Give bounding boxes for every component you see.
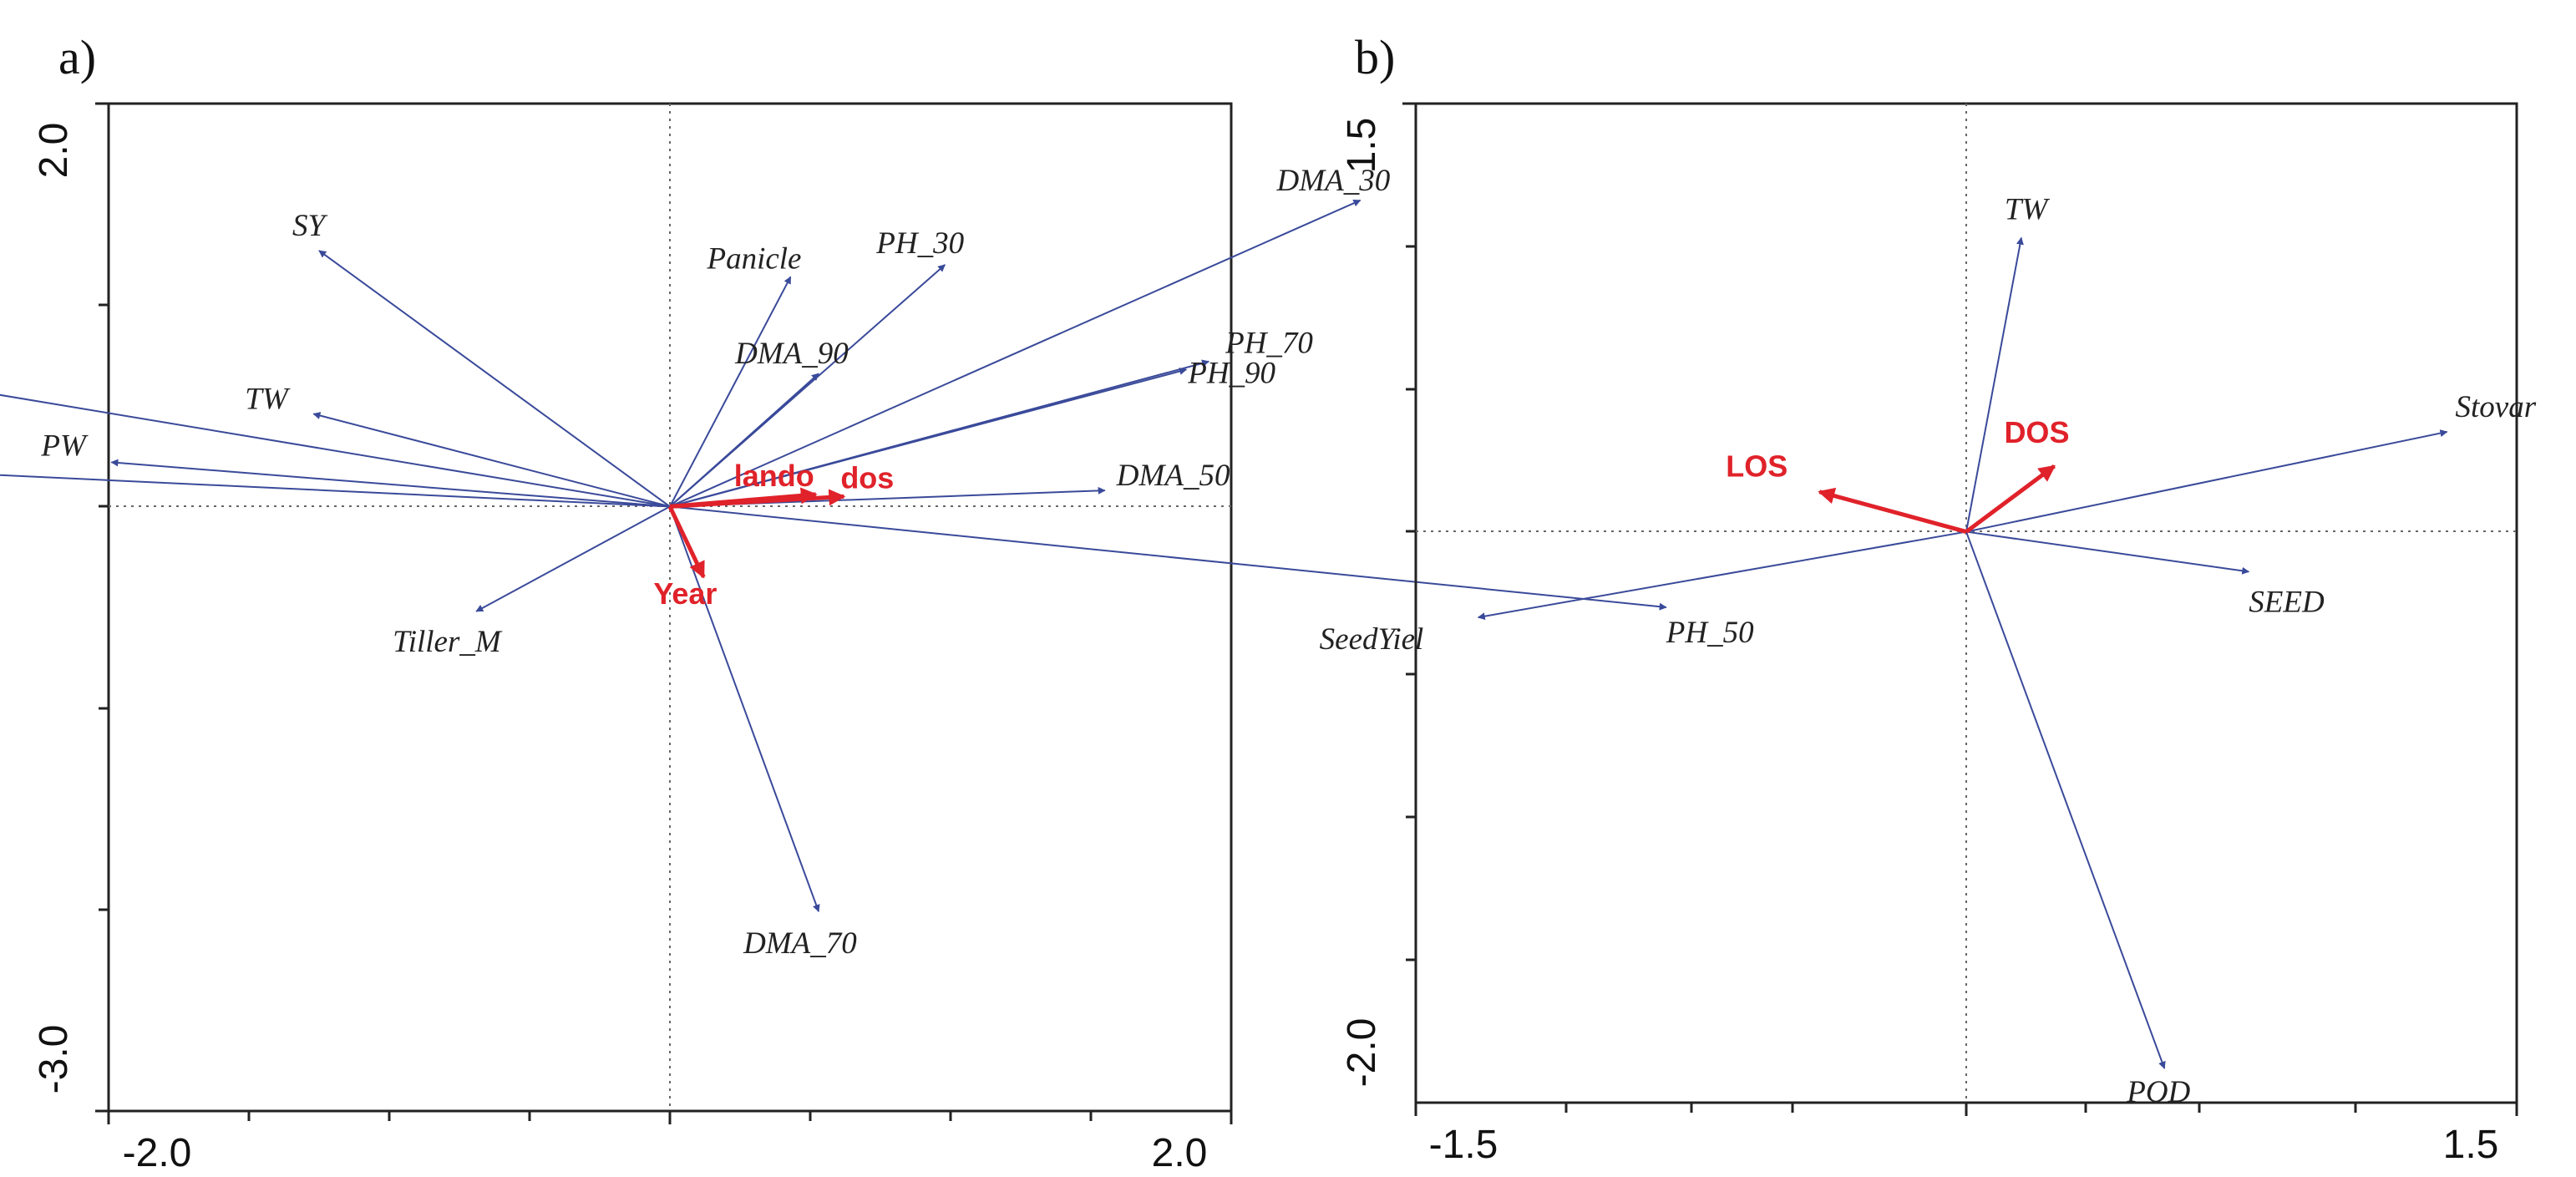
environment-label-los: LOS xyxy=(1726,449,1787,484)
variable-arrow-dma-30 xyxy=(669,199,1362,508)
variable-arrow-seedyiel xyxy=(1477,530,1967,621)
variable-label-ph-70: PH_70 xyxy=(1225,327,1313,361)
variable-arrow-dma-70 xyxy=(669,506,820,913)
y-tick-label-min-a: -3.0 xyxy=(32,1025,76,1094)
variable-label-stovar: Stovar xyxy=(2456,390,2537,424)
environment-label-lando: lando xyxy=(734,459,814,493)
panel-label-b: b) xyxy=(1355,30,1395,84)
variable-label-ph-90: PH_90 xyxy=(1187,356,1275,390)
variable-label-sy: SY xyxy=(292,209,328,243)
variable-arrow-gy xyxy=(0,393,671,508)
x-tick-label-min-b: -1.5 xyxy=(1429,1123,1498,1167)
variable-arrow-pod xyxy=(1965,531,2166,1069)
variable-label-tiller-m: Tiller_M xyxy=(393,625,503,659)
arrow-layer-b: TW Stovar SEED SeedYiel POD LOS DOS xyxy=(1320,193,2537,1109)
variable-arrow-dma-90 xyxy=(669,373,819,508)
environment-label-dos: DOS xyxy=(2004,415,2069,449)
variable-arrow-ph-90 xyxy=(669,368,1188,508)
y-tick-label-max-a: 2.0 xyxy=(32,123,76,179)
variable-label-ph-30: PH_30 xyxy=(875,226,964,261)
variable-label-dma-90: DMA_90 xyxy=(734,337,849,371)
environment-label-year: Year xyxy=(653,576,717,611)
arrow-layer-a: DMA_30SYPH_30PanicleGYDMA_90PH_70PH_90TW… xyxy=(0,164,1754,961)
variable-arrow-sy xyxy=(318,250,671,508)
variable-arrow-grain-pa xyxy=(0,474,671,508)
variable-arrow-pw xyxy=(110,459,671,508)
y-tick-label-min-b: -2.0 xyxy=(1340,1018,1384,1088)
variable-label-seedyiel: SeedYiel xyxy=(1320,622,1424,657)
variable-label-tw: TW xyxy=(245,382,291,416)
variable-label-pod: POD xyxy=(2126,1075,2190,1109)
plot-frame-b xyxy=(1414,102,2518,1104)
x-tick-label-max-b: 1.5 xyxy=(2443,1123,2499,1167)
panel-label-a: a) xyxy=(58,30,96,84)
variable-arrow-tw xyxy=(312,412,671,508)
environment-arrow-dos xyxy=(1965,464,2056,534)
x-tick-label-max-a: 2.0 xyxy=(1152,1131,1208,1175)
panel-b: b) -1.5 1.5 1.5 -2.0 TW Stovar SEED SeedYie… xyxy=(1320,30,2537,1167)
variable-arrow-tw xyxy=(1965,236,2024,532)
variable-label-panicle: Panicle xyxy=(706,241,801,276)
variable-label-pw: PW xyxy=(40,429,89,463)
variable-label-ph-50: PH_50 xyxy=(1666,616,1754,650)
variable-label-seed: SEED xyxy=(2249,585,2325,619)
variable-label-dma-70: DMA_70 xyxy=(743,926,857,961)
variable-arrow-panicle xyxy=(669,276,792,507)
variable-arrow-ph-50 xyxy=(669,505,1667,611)
variable-arrow-tiller-m xyxy=(475,505,671,612)
x-tick-label-min-a: -2.0 xyxy=(123,1131,192,1175)
variable-arrow-seed xyxy=(1965,530,2250,575)
variable-label-dma-50: DMA_50 xyxy=(1116,459,1230,493)
environment-label-dos: dos xyxy=(840,460,894,495)
panel-a: a) -2.0 2.0 2.0 -3.0 DMA_30 SY PH_30 Panicl… xyxy=(0,30,1754,1175)
y-tick-label-max-b: 1.5 xyxy=(1340,118,1384,174)
environment-arrow-dos xyxy=(669,489,846,509)
variable-arrow-stovar xyxy=(1965,429,2448,533)
variable-label-dma-30: DMA_30 xyxy=(1276,164,1391,198)
environment-arrow-year xyxy=(667,505,706,579)
variable-label-tw: TW xyxy=(2005,193,2051,227)
environment-arrow-los xyxy=(1818,487,1967,534)
